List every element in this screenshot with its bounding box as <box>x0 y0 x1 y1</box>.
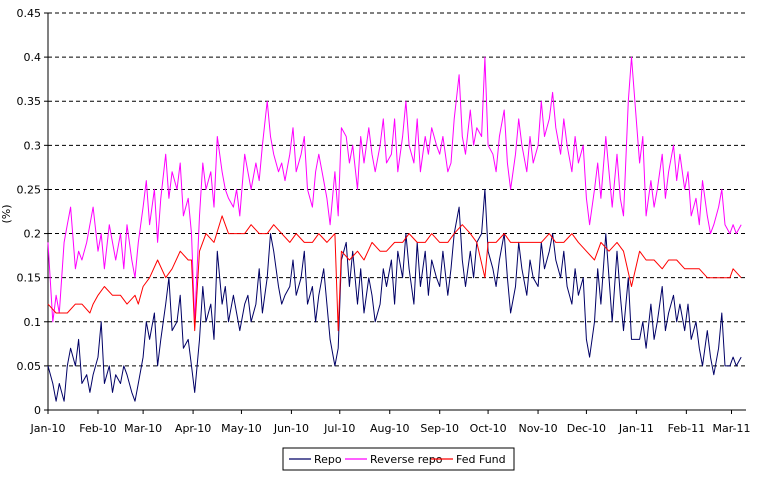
y-tick-label: 0.25 <box>17 183 42 196</box>
y-tick-label: 0.4 <box>24 51 42 64</box>
x-tick-label: Jan-10 <box>30 422 66 435</box>
y-tick-label: 0.1 <box>24 316 42 329</box>
x-tick-label: Feb-10 <box>79 422 116 435</box>
series-line-reverse-repo <box>47 56 742 323</box>
y-axis-ticks: 0 0.05 0.1 0.15 0.2 0.25 0.3 0.35 0.4 0.45 <box>17 7 48 417</box>
x-tick-label: Feb-11 <box>668 422 705 435</box>
series-line-fed-fund <box>47 215 742 332</box>
x-tick-label: Nov-10 <box>518 422 557 435</box>
x-tick-label: Mar-11 <box>712 422 750 435</box>
x-tick-label: Jun-10 <box>273 422 309 435</box>
legend-box <box>282 447 515 471</box>
x-tick-label: May-10 <box>221 422 262 435</box>
y-tick-label: 0 <box>34 404 41 417</box>
y-tick-label: 0.05 <box>17 360 42 373</box>
legend-label: Repo <box>314 453 342 466</box>
x-tick-label: Mar-10 <box>124 422 162 435</box>
legend-label: Fed Fund <box>456 453 506 466</box>
axes <box>47 13 746 411</box>
x-tick-label: Apr-10 <box>175 422 211 435</box>
y-tick-label: 0.2 <box>24 228 42 241</box>
series-lines <box>47 56 742 402</box>
legend-label: Reverse repo <box>370 453 443 466</box>
series-line-repo <box>47 188 742 402</box>
y-tick-label: 0.35 <box>17 95 42 108</box>
x-tick-label: Jan-11 <box>618 422 654 435</box>
y-tick-label: 0.3 <box>24 139 42 152</box>
x-tick-label: Dec-10 <box>567 422 606 435</box>
y-axis-title: (%) <box>0 204 13 223</box>
x-tick-label: Aug-10 <box>370 422 409 435</box>
x-axis-ticks: Jan-10 Feb-10 Mar-10 Apr-10 May-10 Jun-10 Jul-… <box>30 410 751 435</box>
x-tick-label: Jul-10 <box>323 422 355 435</box>
x-tick-label: Sep-10 <box>420 422 459 435</box>
y-tick-label: 0.15 <box>17 272 42 285</box>
x-tick-label: Oct-10 <box>470 422 507 435</box>
legend: Repo Reverse repo Fed Fund <box>282 447 515 471</box>
y-tick-label: 0.45 <box>17 7 42 20</box>
